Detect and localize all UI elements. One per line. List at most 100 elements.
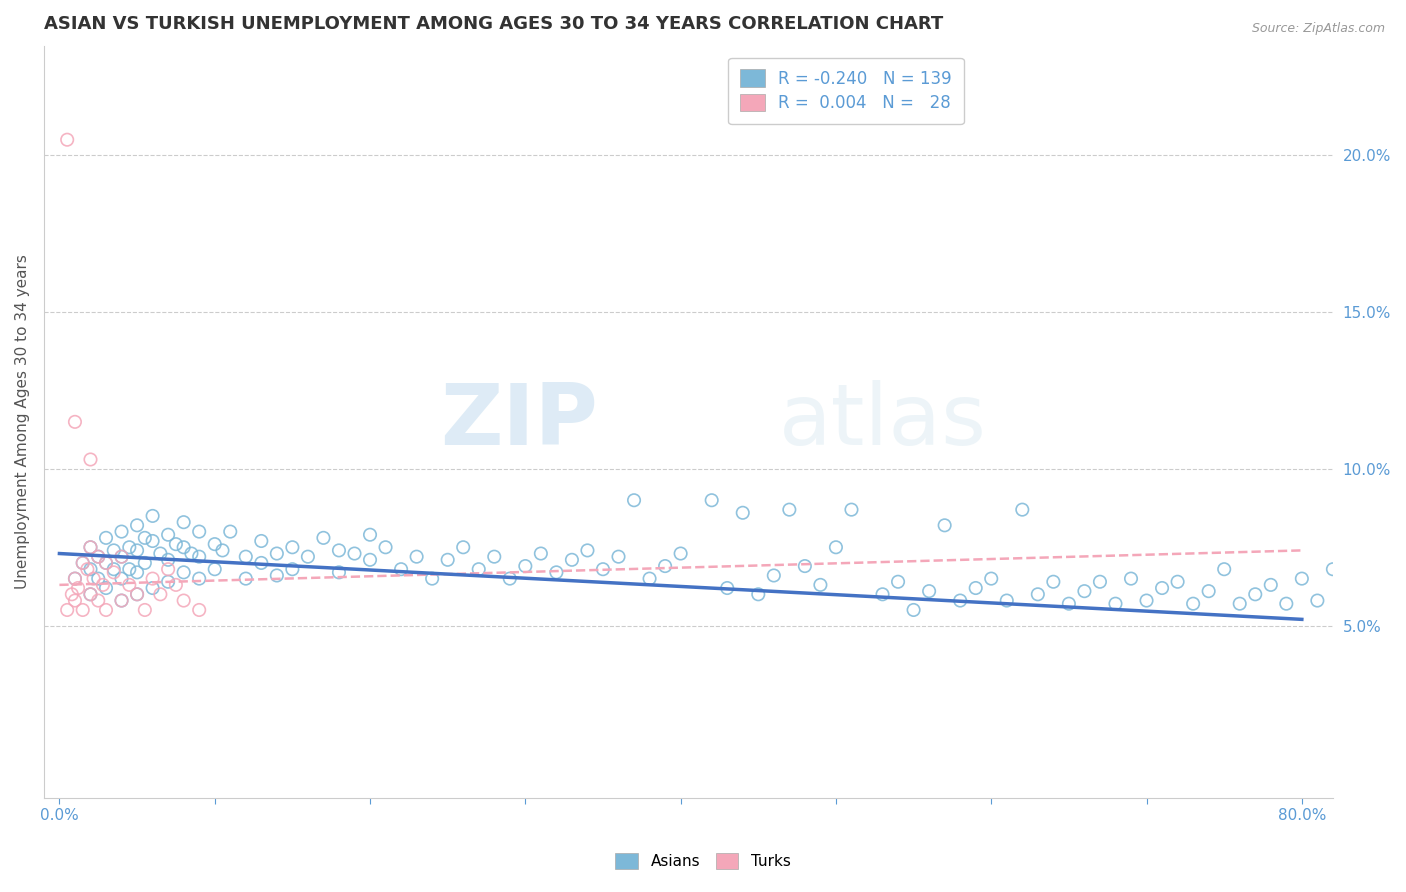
Point (467, 562, 489, 576)
Point (94, 531, 117, 545)
Point (1167, 574, 1189, 589)
Point (810, 578, 832, 592)
Point (872, 587, 894, 601)
Point (592, 562, 614, 576)
Point (1213, 562, 1236, 576)
Point (389, 562, 412, 576)
Point (1057, 597, 1080, 611)
Point (157, 527, 180, 541)
Point (1384, 581, 1406, 595)
Legend: R = -0.240   N = 139, R =  0.004   N =   28: R = -0.240 N = 139, R = 0.004 N = 28 (728, 58, 963, 124)
Point (72, 556, 94, 570)
Point (918, 584, 941, 599)
Text: ZIP: ZIP (440, 380, 598, 463)
Point (716, 581, 738, 595)
Point (219, 524, 242, 539)
Point (204, 562, 226, 576)
Point (87, 593, 110, 607)
Point (94, 581, 117, 595)
Point (188, 524, 211, 539)
Point (235, 549, 257, 564)
Point (110, 572, 132, 586)
Point (1322, 562, 1344, 576)
Point (700, 493, 723, 508)
Point (374, 541, 396, 555)
Point (266, 568, 288, 582)
Point (173, 541, 195, 555)
Point (79, 562, 101, 576)
Point (79, 541, 101, 555)
Point (125, 566, 148, 580)
Point (173, 515, 195, 529)
Point (576, 543, 599, 558)
Point (83, 572, 105, 586)
Point (1182, 597, 1205, 611)
Point (1135, 593, 1157, 607)
Point (250, 533, 273, 548)
Point (266, 547, 288, 561)
Point (1198, 584, 1220, 599)
Point (180, 547, 202, 561)
Point (94, 556, 117, 570)
Point (142, 581, 165, 595)
Point (149, 587, 172, 601)
Point (546, 566, 568, 580)
Point (94, 556, 117, 570)
Point (142, 508, 165, 523)
Point (165, 537, 187, 551)
Point (56, 133, 79, 147)
Point (79, 452, 101, 467)
Point (110, 593, 132, 607)
Point (1073, 584, 1095, 599)
Point (134, 603, 156, 617)
Point (965, 581, 987, 595)
Point (359, 527, 381, 541)
Point (530, 547, 553, 561)
Point (1260, 578, 1282, 592)
Point (281, 541, 304, 555)
Point (436, 553, 458, 567)
Point (297, 549, 319, 564)
Point (110, 549, 132, 564)
Point (103, 562, 125, 576)
Point (149, 547, 172, 561)
Point (110, 593, 132, 607)
Point (934, 518, 956, 533)
Point (420, 572, 443, 586)
Point (63, 415, 86, 429)
Point (188, 572, 211, 586)
Point (1353, 597, 1375, 611)
Point (56, 603, 79, 617)
Point (134, 531, 156, 545)
Point (79, 587, 101, 601)
Point (405, 549, 427, 564)
Point (1306, 593, 1329, 607)
Point (328, 543, 350, 558)
Point (157, 553, 180, 567)
Point (1291, 572, 1313, 586)
Point (110, 524, 132, 539)
Point (731, 506, 754, 520)
Point (1119, 572, 1142, 586)
Point (110, 549, 132, 564)
Point (63, 572, 86, 586)
Point (1011, 502, 1033, 516)
Point (980, 572, 1002, 586)
Point (118, 541, 141, 555)
Point (235, 572, 257, 586)
Legend: Asians, Turks: Asians, Turks (609, 847, 797, 875)
Point (1104, 597, 1126, 611)
Point (79, 541, 101, 555)
Point (451, 541, 474, 555)
Point (211, 543, 233, 558)
Point (484, 549, 506, 564)
Point (67, 581, 90, 595)
Text: atlas: atlas (779, 380, 987, 463)
Point (281, 562, 304, 576)
Point (79, 587, 101, 601)
Point (747, 587, 769, 601)
Point (188, 549, 211, 564)
Point (91, 578, 114, 592)
Point (118, 562, 141, 576)
Point (76, 562, 98, 576)
